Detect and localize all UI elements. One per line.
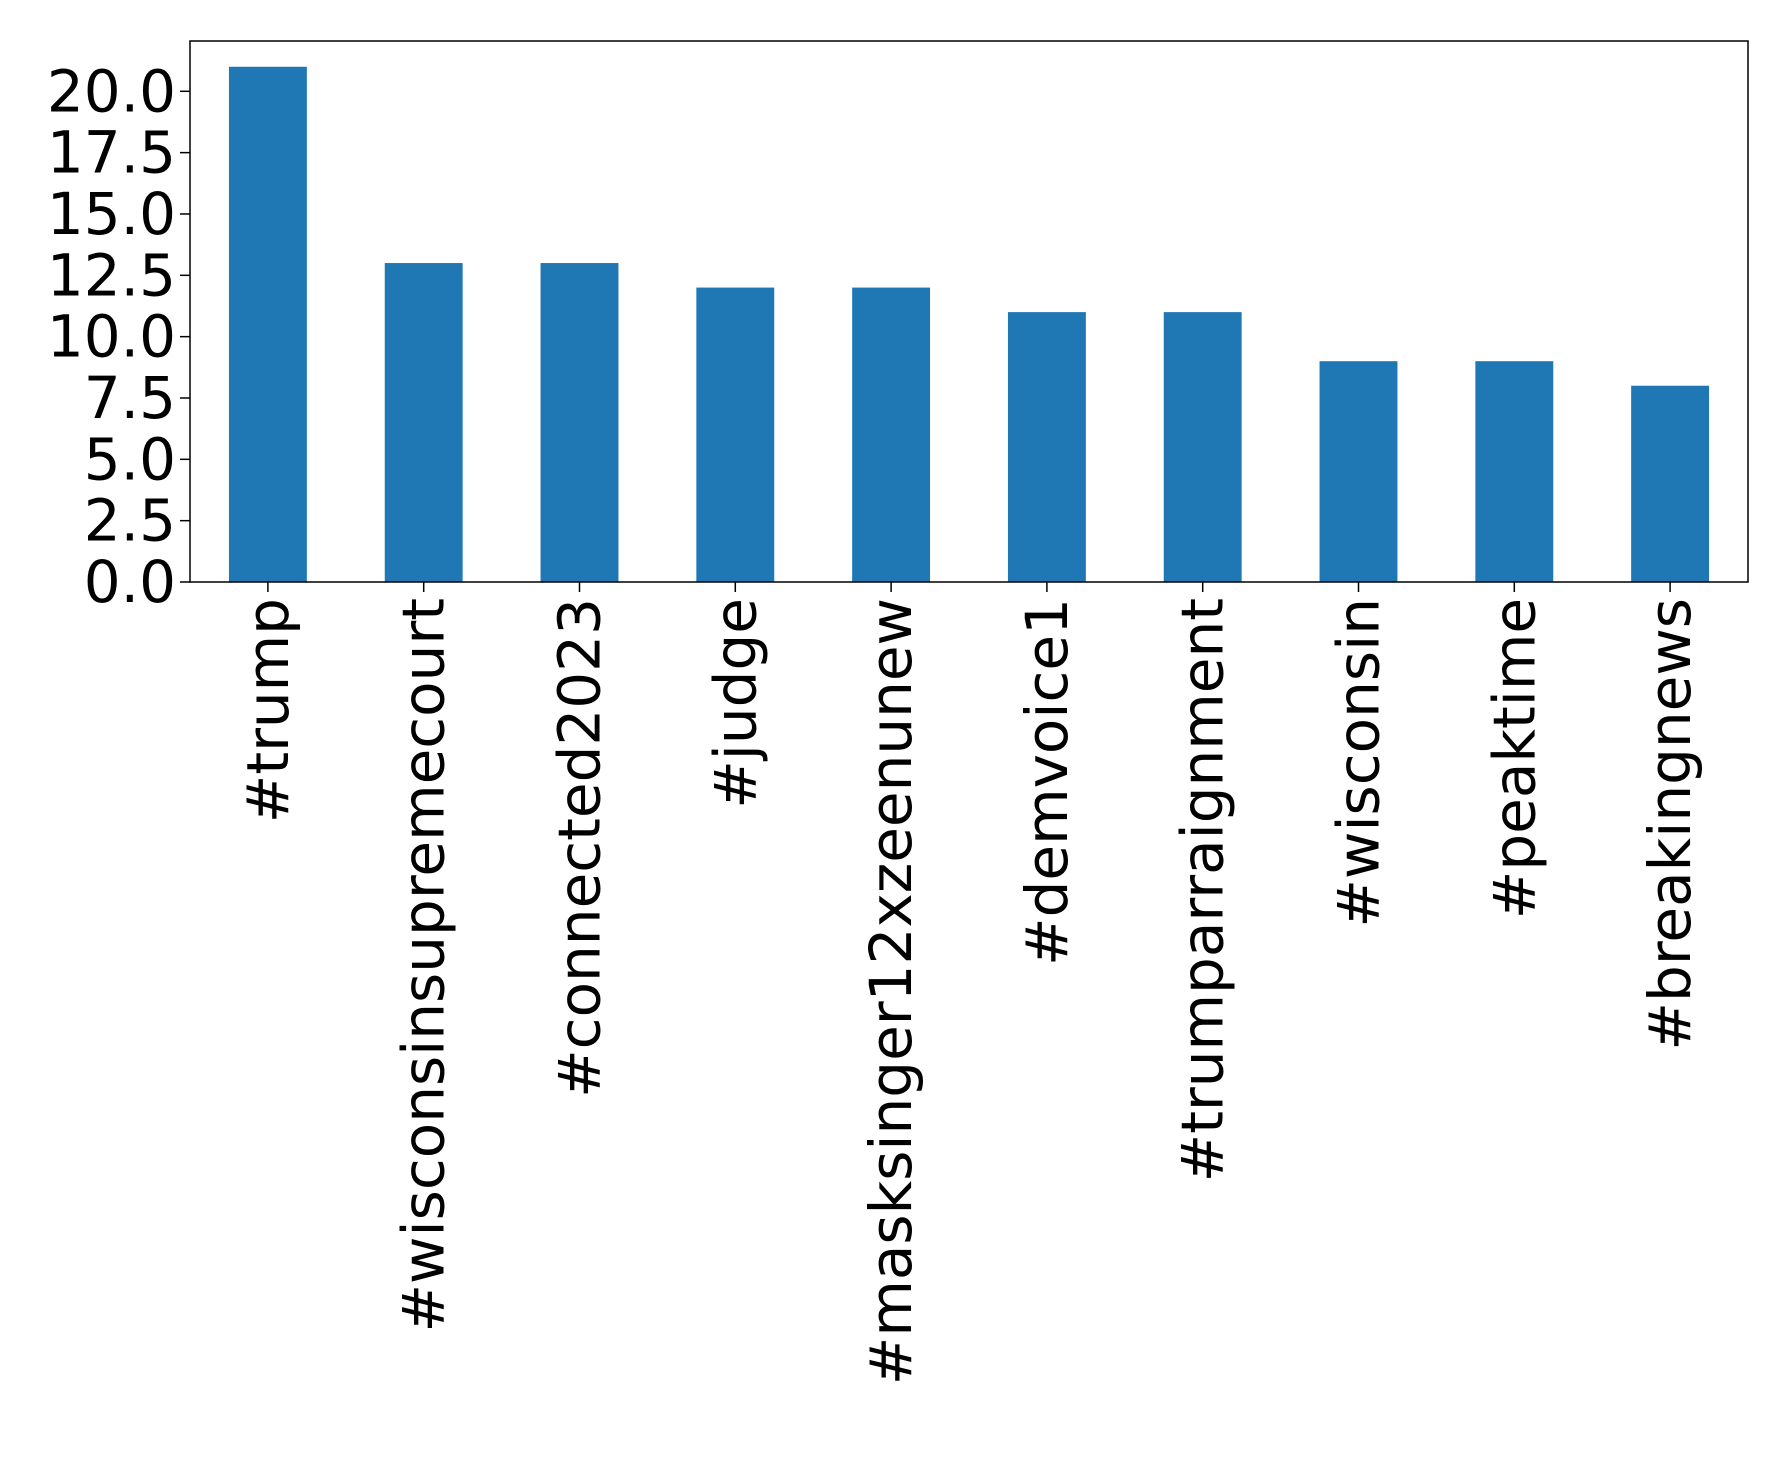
bar [1163, 312, 1242, 582]
x-tick-label: #demvoice1 [1013, 598, 1081, 966]
bar [540, 263, 619, 582]
bar [1319, 361, 1398, 582]
y-tick-label: 7.5 [84, 364, 176, 432]
y-tick-label: 10.0 [47, 303, 176, 371]
bar [1007, 312, 1086, 582]
plot-frame [189, 40, 1749, 583]
y-tick-label: 12.5 [47, 241, 176, 309]
x-tick-label: #trump [234, 598, 302, 823]
x-tick-label: #wisconsinsupremecourt [390, 598, 458, 1333]
y-tick-label: 15.0 [47, 180, 176, 248]
y-tick-label: 0.0 [84, 548, 176, 616]
x-tick-label: #connected2023 [546, 598, 614, 1098]
x-tick-label: #trumparraignment [1169, 598, 1237, 1182]
y-tick-label: 5.0 [84, 425, 176, 493]
bar [1631, 385, 1710, 582]
x-tick-label: #wisconsin [1325, 598, 1393, 928]
y-tick-label: 2.5 [84, 487, 176, 555]
bar [384, 263, 463, 582]
bar [852, 287, 931, 582]
x-axis: #trump #wisconsinsupremecourt #connected20… [234, 582, 1704, 1385]
x-tick-label: #judge [701, 598, 769, 809]
y-tick-label: 17.5 [47, 119, 176, 187]
y-tick-label: 20.0 [47, 57, 176, 125]
x-tick-label: #peaktime [1480, 598, 1548, 919]
bar [696, 287, 775, 582]
x-tick-label: #breakingnews [1636, 598, 1704, 1051]
bar [228, 66, 307, 582]
bars-group [228, 66, 1710, 582]
x-tick-label: #masksinger12xzeenunew [857, 598, 925, 1385]
bar [1475, 361, 1554, 582]
y-axis: 0.02.55.07.510.012.515.017.520.0 [47, 57, 190, 616]
